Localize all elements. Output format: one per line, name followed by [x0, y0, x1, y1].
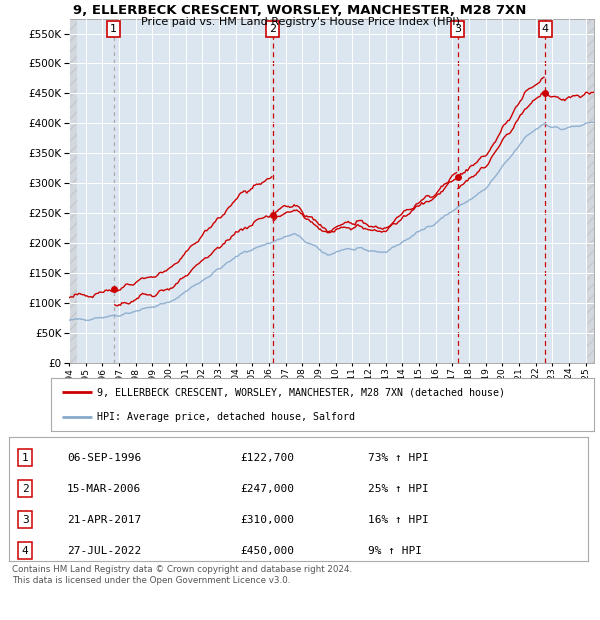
- Text: Contains HM Land Registry data © Crown copyright and database right 2024.
This d: Contains HM Land Registry data © Crown c…: [12, 565, 352, 585]
- Text: 4: 4: [542, 24, 549, 33]
- Text: 21-APR-2017: 21-APR-2017: [67, 515, 141, 525]
- Text: 3: 3: [454, 24, 461, 33]
- Text: 2: 2: [269, 24, 276, 33]
- Text: 9, ELLERBECK CRESCENT, WORSLEY, MANCHESTER, M28 7XN (detached house): 9, ELLERBECK CRESCENT, WORSLEY, MANCHEST…: [97, 388, 505, 397]
- Text: Price paid vs. HM Land Registry's House Price Index (HPI): Price paid vs. HM Land Registry's House …: [140, 17, 460, 27]
- Text: 9% ↑ HPI: 9% ↑ HPI: [368, 546, 422, 556]
- Text: 9, ELLERBECK CRESCENT, WORSLEY, MANCHESTER, M28 7XN: 9, ELLERBECK CRESCENT, WORSLEY, MANCHEST…: [73, 4, 527, 17]
- Bar: [586, 19, 594, 363]
- Bar: [69, 19, 77, 363]
- Text: 73% ↑ HPI: 73% ↑ HPI: [368, 453, 429, 463]
- Text: £122,700: £122,700: [241, 453, 295, 463]
- Text: 2: 2: [22, 484, 29, 494]
- Text: 3: 3: [22, 515, 29, 525]
- Text: £450,000: £450,000: [241, 546, 295, 556]
- Text: £310,000: £310,000: [241, 515, 295, 525]
- Text: 1: 1: [110, 24, 117, 33]
- Text: HPI: Average price, detached house, Salford: HPI: Average price, detached house, Salf…: [97, 412, 355, 422]
- Text: 1: 1: [22, 453, 29, 463]
- Text: 4: 4: [22, 546, 29, 556]
- Text: 16% ↑ HPI: 16% ↑ HPI: [368, 515, 429, 525]
- Text: 27-JUL-2022: 27-JUL-2022: [67, 546, 141, 556]
- Text: 15-MAR-2006: 15-MAR-2006: [67, 484, 141, 494]
- Text: £247,000: £247,000: [241, 484, 295, 494]
- Text: 25% ↑ HPI: 25% ↑ HPI: [368, 484, 429, 494]
- Text: 06-SEP-1996: 06-SEP-1996: [67, 453, 141, 463]
